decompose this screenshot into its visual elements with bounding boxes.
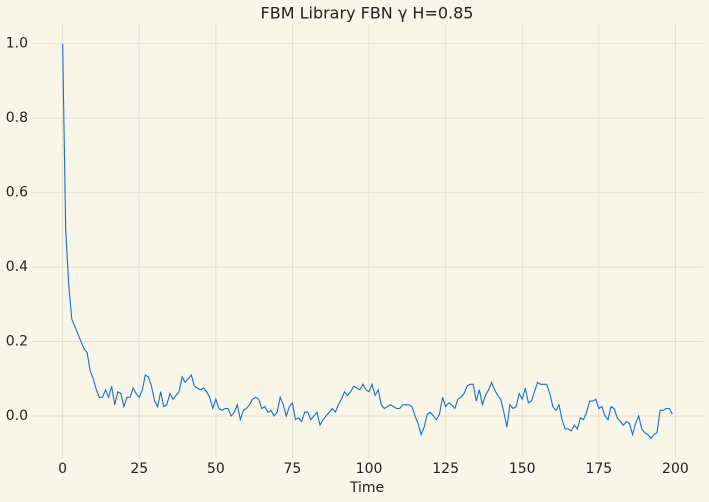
y-tick-label: 0.2: [6, 333, 28, 349]
y-tick-label: 0.4: [6, 259, 28, 275]
x-tick-label: 25: [130, 461, 148, 477]
x-axis-label: Time: [349, 480, 384, 496]
x-tick-label: 175: [585, 461, 612, 477]
chart-title: FBM Library FBN γ H=0.85: [261, 4, 474, 23]
y-tick-label: 1.0: [6, 36, 28, 52]
x-tick-label: 0: [58, 461, 67, 477]
x-tick-label: 75: [284, 461, 302, 477]
x-tick-label: 125: [432, 461, 459, 477]
y-tick-label: 0.6: [6, 185, 28, 201]
data-line: [62, 43, 673, 440]
x-tick-label: 150: [509, 461, 536, 477]
x-tick-label: 200: [662, 461, 689, 477]
y-tick-label: 0.8: [6, 110, 28, 126]
x-tick-label: 100: [356, 461, 383, 477]
y-tick-label: 0.0: [6, 408, 28, 424]
x-tick-label: 50: [207, 461, 225, 477]
